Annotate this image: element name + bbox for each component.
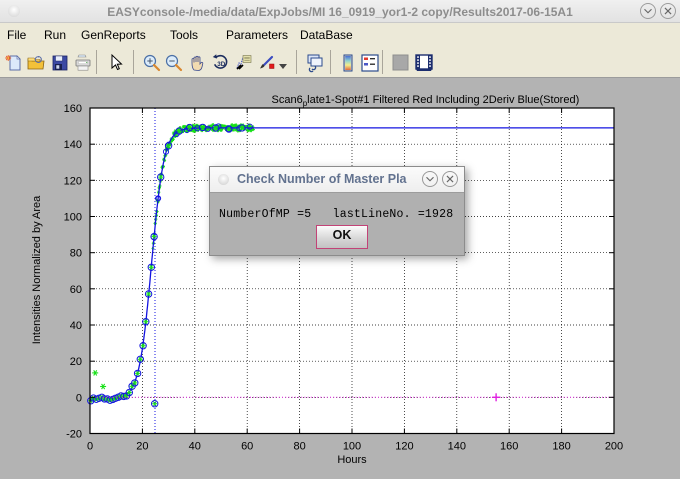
svg-text:60: 60 xyxy=(70,284,82,296)
svg-text:100: 100 xyxy=(64,212,82,224)
svg-text:20: 20 xyxy=(136,441,148,453)
svg-text:-20: -20 xyxy=(66,429,82,441)
svg-text:Hours: Hours xyxy=(337,454,367,466)
svg-text:20: 20 xyxy=(70,356,82,368)
svg-text:0: 0 xyxy=(87,441,93,453)
svg-text:120: 120 xyxy=(395,441,413,453)
svg-text:160: 160 xyxy=(500,441,518,453)
svg-text:120: 120 xyxy=(64,175,82,187)
svg-text:80: 80 xyxy=(70,248,82,260)
svg-text:60: 60 xyxy=(241,441,253,453)
svg-text:40: 40 xyxy=(189,441,201,453)
svg-text:160: 160 xyxy=(64,103,82,115)
svg-text:100: 100 xyxy=(343,441,361,453)
svg-text:140: 140 xyxy=(448,441,466,453)
svg-text:Intensities Normalized by Area: Intensities Normalized by Area xyxy=(31,195,43,344)
svg-text:140: 140 xyxy=(64,139,82,151)
svg-text:40: 40 xyxy=(70,320,82,332)
svg-text:180: 180 xyxy=(552,441,570,453)
svg-text:200: 200 xyxy=(605,441,623,453)
svg-text:Scan6plate1-Spot#1 Filtered Re: Scan6plate1-Spot#1 Filtered Red Includin… xyxy=(272,94,580,108)
svg-text:80: 80 xyxy=(293,441,305,453)
svg-text:0: 0 xyxy=(76,392,82,404)
